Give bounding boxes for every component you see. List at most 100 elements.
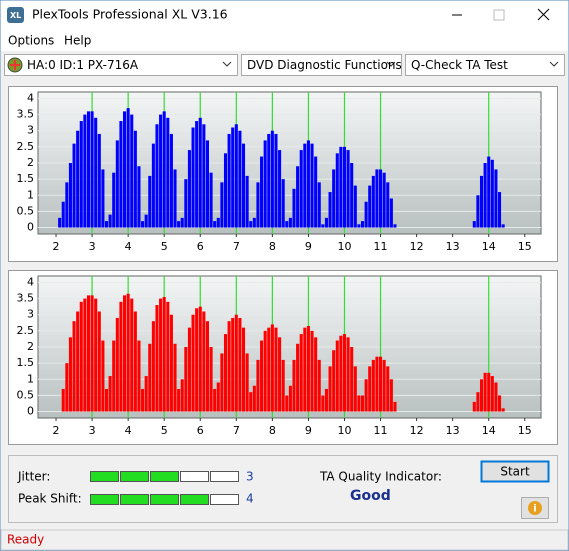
bar [119,301,123,412]
function-select[interactable] [241,54,402,76]
bar [501,408,505,412]
y-tick-label: 3.5 [17,108,35,121]
menu-bar [1,30,568,51]
bar [151,321,155,412]
bar [256,359,260,412]
menu-options[interactable]: Options [8,34,54,48]
start-label: Start [500,465,530,479]
bar [177,221,181,228]
bar [353,366,357,412]
bar [223,334,228,412]
bar [479,175,484,228]
bar [328,366,332,412]
quality-value: Good [350,488,391,504]
bar [278,150,282,228]
bar [270,324,274,412]
bar [339,335,343,412]
bar [490,159,494,228]
status-text: Ready [7,533,44,547]
y-tick-label: 3 [27,124,34,137]
bar [335,153,339,228]
bar [306,140,310,228]
function-text: DVD Diagnostic Functions [247,58,402,72]
bar [213,221,217,228]
bar [360,221,365,228]
peak-shift-label: Peak Shift: [18,492,82,506]
y-tick-label: 1 [27,188,34,201]
level-box-on [90,471,119,482]
bar [263,330,267,412]
bar [288,217,292,228]
bar [166,301,170,412]
bar [472,401,476,412]
bar [498,395,502,412]
bar [112,172,116,228]
bar [479,379,484,412]
bar [216,382,220,412]
x-tick-label: 2 [53,424,60,437]
bar [137,340,141,412]
x-tick-label: 6 [197,424,204,437]
bar [245,353,249,412]
bar [76,311,80,412]
bar [382,172,386,228]
bar [61,388,65,412]
x-tick-label: 8 [269,424,276,437]
bar [274,327,278,412]
bar [133,311,137,412]
bar [249,221,253,228]
bar [364,201,368,228]
bar [386,182,390,228]
drive-select[interactable] [4,54,238,76]
bar [68,337,72,412]
bar [115,317,119,412]
bar [263,140,267,228]
bar [223,153,228,228]
y-tick-label: 2 [27,340,34,353]
bar [386,366,390,412]
bar [130,114,134,228]
bar [123,295,127,412]
bar [350,347,354,412]
start-button[interactable] [480,460,550,483]
svg-text:i: i [533,504,536,515]
bar [195,121,199,228]
bar [234,314,238,412]
bar [90,111,94,228]
info-button[interactable]: i [521,497,549,519]
bar [375,356,379,412]
x-tick-label: 9 [305,240,312,253]
bar [141,388,145,412]
bar [202,311,206,412]
bar [256,182,260,228]
bar [231,127,235,228]
level-box-off [210,494,239,505]
bar [487,156,491,228]
bar [144,376,148,412]
bar [126,293,130,412]
bar [278,337,282,412]
bar [375,169,379,228]
title-bar [1,1,568,30]
test-select[interactable] [405,54,565,76]
x-tick-label: 12 [410,240,424,253]
bar [86,111,91,228]
menu-help[interactable]: Help [64,34,91,48]
bar [332,350,336,412]
bar [108,376,112,412]
close-button[interactable] [537,8,550,21]
level-box-on [120,471,149,482]
bar [238,130,242,228]
maximize-button[interactable] [493,9,505,21]
bar [382,359,386,412]
bar [494,169,498,228]
bar [314,337,318,412]
bar [162,296,166,412]
bar [364,379,368,412]
bar [299,334,303,412]
bar [227,321,231,412]
bar [494,382,498,412]
bar [357,395,361,412]
bar [306,326,310,412]
bar [296,343,300,412]
